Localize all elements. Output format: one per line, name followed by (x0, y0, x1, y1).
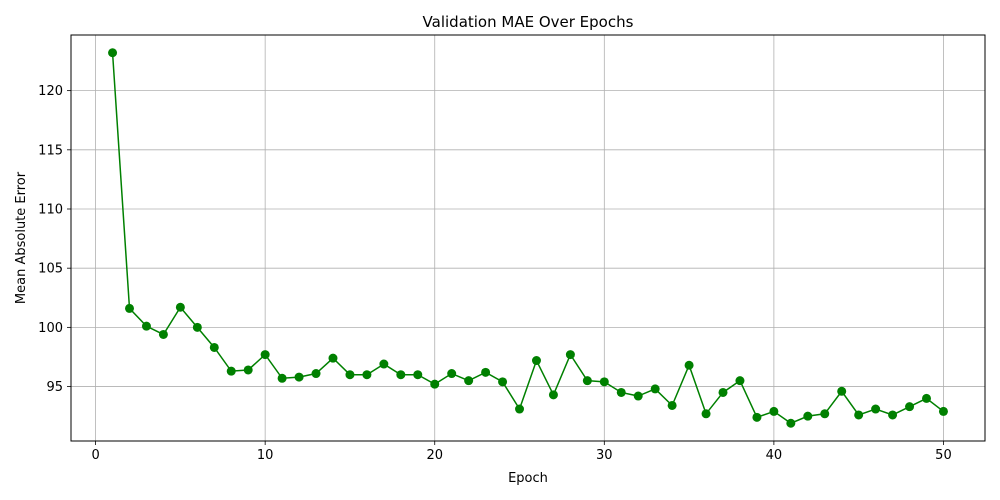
data-point (854, 410, 863, 419)
x-tick-label: 20 (426, 448, 443, 463)
data-point (651, 384, 660, 393)
x-tick-label: 0 (91, 448, 99, 463)
y-tick-label: 110 (38, 203, 63, 218)
data-point (227, 367, 236, 376)
data-point (702, 409, 711, 418)
y-tick-label: 120 (38, 84, 63, 99)
data-point (803, 412, 812, 421)
y-tick-label: 115 (38, 143, 63, 158)
data-point (922, 394, 931, 403)
data-point (905, 402, 914, 411)
data-point (108, 48, 117, 57)
y-tick-label: 100 (38, 321, 63, 336)
data-point (719, 388, 728, 397)
data-point (532, 356, 541, 365)
data-point (278, 374, 287, 383)
y-tick-label: 95 (46, 380, 63, 395)
data-point (244, 365, 253, 374)
x-tick-label: 10 (257, 448, 274, 463)
data-point (328, 354, 337, 363)
data-point (888, 410, 897, 419)
data-point (820, 409, 829, 418)
data-point (447, 369, 456, 378)
data-point (159, 330, 168, 339)
data-point (685, 361, 694, 370)
data-point (210, 343, 219, 352)
data-point (837, 387, 846, 396)
chart-title: Validation MAE Over Epochs (423, 13, 634, 31)
data-point (786, 419, 795, 428)
data-point (583, 376, 592, 385)
data-point (634, 392, 643, 401)
data-point (261, 350, 270, 359)
y-tick-label: 105 (38, 262, 63, 277)
x-tick-label: 40 (766, 448, 783, 463)
data-point (464, 376, 473, 385)
data-point (752, 413, 761, 422)
data-point (379, 360, 388, 369)
data-point (549, 390, 558, 399)
data-point (600, 377, 609, 386)
data-point (769, 407, 778, 416)
data-point (295, 373, 304, 382)
data-point (142, 322, 151, 331)
data-point (498, 377, 507, 386)
data-point (515, 405, 524, 414)
data-point (939, 407, 948, 416)
data-point (362, 370, 371, 379)
data-point (312, 369, 321, 378)
data-point (125, 304, 134, 313)
data-point (566, 350, 575, 359)
x-axis-label: Epoch (508, 471, 548, 486)
data-point (396, 370, 405, 379)
data-point (481, 368, 490, 377)
x-tick-label: 50 (935, 448, 952, 463)
data-point (735, 376, 744, 385)
data-point (413, 370, 422, 379)
data-point (430, 380, 439, 389)
data-point (871, 405, 880, 414)
x-tick-label: 30 (596, 448, 613, 463)
data-point (617, 388, 626, 397)
data-point (193, 323, 202, 332)
data-point (345, 370, 354, 379)
data-point (176, 303, 185, 312)
data-point (668, 401, 677, 410)
y-axis-label: Mean Absolute Error (14, 171, 29, 304)
